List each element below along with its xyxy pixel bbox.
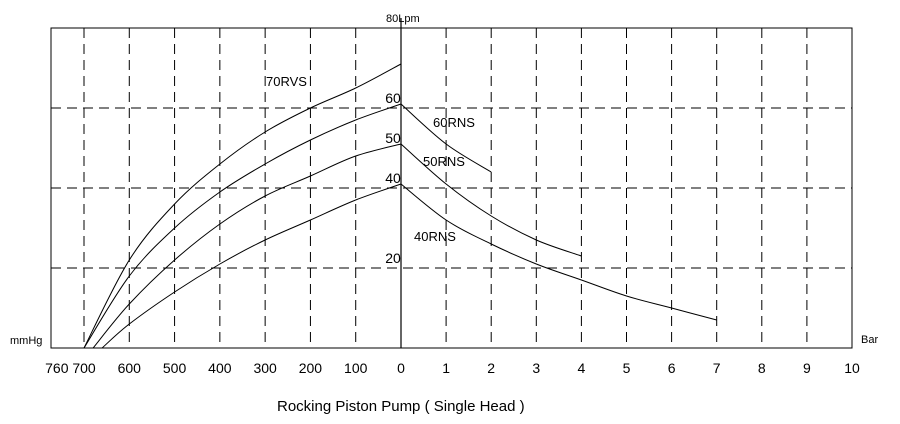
curve-labels: 70RVS 60RNS 50RNS 40RNS <box>266 74 475 244</box>
vacuum-tick-label: 700 <box>72 360 96 376</box>
vacuum-tick-label: 100 <box>344 360 368 376</box>
right-axis-label: Bar <box>861 334 878 346</box>
curve-label-60rns: 60RNS <box>433 115 475 130</box>
pressure-tick-label: 0 <box>397 360 405 376</box>
curve-label-70rvs: 70RVS <box>266 74 307 89</box>
vacuum-curve-60rns <box>83 103 402 349</box>
vacuum-tick-label: 200 <box>299 360 323 376</box>
flow-tick-label: 60 <box>385 90 401 106</box>
vacuum-tick-label: 600 <box>118 360 142 376</box>
left-axis-label: mmHg <box>10 335 42 347</box>
pressure-tick-label: 4 <box>578 360 586 376</box>
vacuum-curve-40rns <box>101 183 402 349</box>
pressure-curve-60rns <box>400 103 492 173</box>
flow-tick-label: 20 <box>385 250 401 266</box>
flow-tick-label: 40 <box>385 170 401 186</box>
pressure-tick-label: 1 <box>442 360 450 376</box>
vacuum-tick-label: 300 <box>253 360 277 376</box>
vacuum-tick-label: 400 <box>208 360 232 376</box>
pressure-tick-label: 8 <box>758 360 766 376</box>
vacuum-curve-70rvs <box>83 63 402 349</box>
vacuum-curve-50rns <box>92 143 402 349</box>
pressure-tick-label: 6 <box>668 360 676 376</box>
tick-labels: 760 700 600 500 400 300 200 100 0 1 2 3 4 5 6 7 8 9 10 20 40… <box>45 90 860 376</box>
vacuum-tick-label: 760 <box>45 360 69 376</box>
y-axis-top-label: 80Lpm <box>386 13 420 25</box>
pressure-tick-label: 7 <box>713 360 721 376</box>
pressure-tick-label: 9 <box>803 360 811 376</box>
vacuum-tick-label: 500 <box>163 360 187 376</box>
pressure-curve-40rns <box>400 183 717 321</box>
curves <box>83 63 717 349</box>
pressure-tick-label: 5 <box>623 360 631 376</box>
pressure-tick-label: 3 <box>532 360 540 376</box>
pressure-curve-50rns <box>400 143 582 257</box>
curve-label-50rns: 50RNS <box>423 154 465 169</box>
pressure-tick-label: 2 <box>487 360 495 376</box>
flow-tick-label: 50 <box>385 130 401 146</box>
plot-frame <box>50 27 853 349</box>
chart-title: Rocking Piston Pump ( Single Head ) <box>277 398 525 415</box>
curve-label-40rns: 40RNS <box>414 229 456 244</box>
pressure-tick-label: 10 <box>844 360 860 376</box>
axes <box>50 18 853 349</box>
